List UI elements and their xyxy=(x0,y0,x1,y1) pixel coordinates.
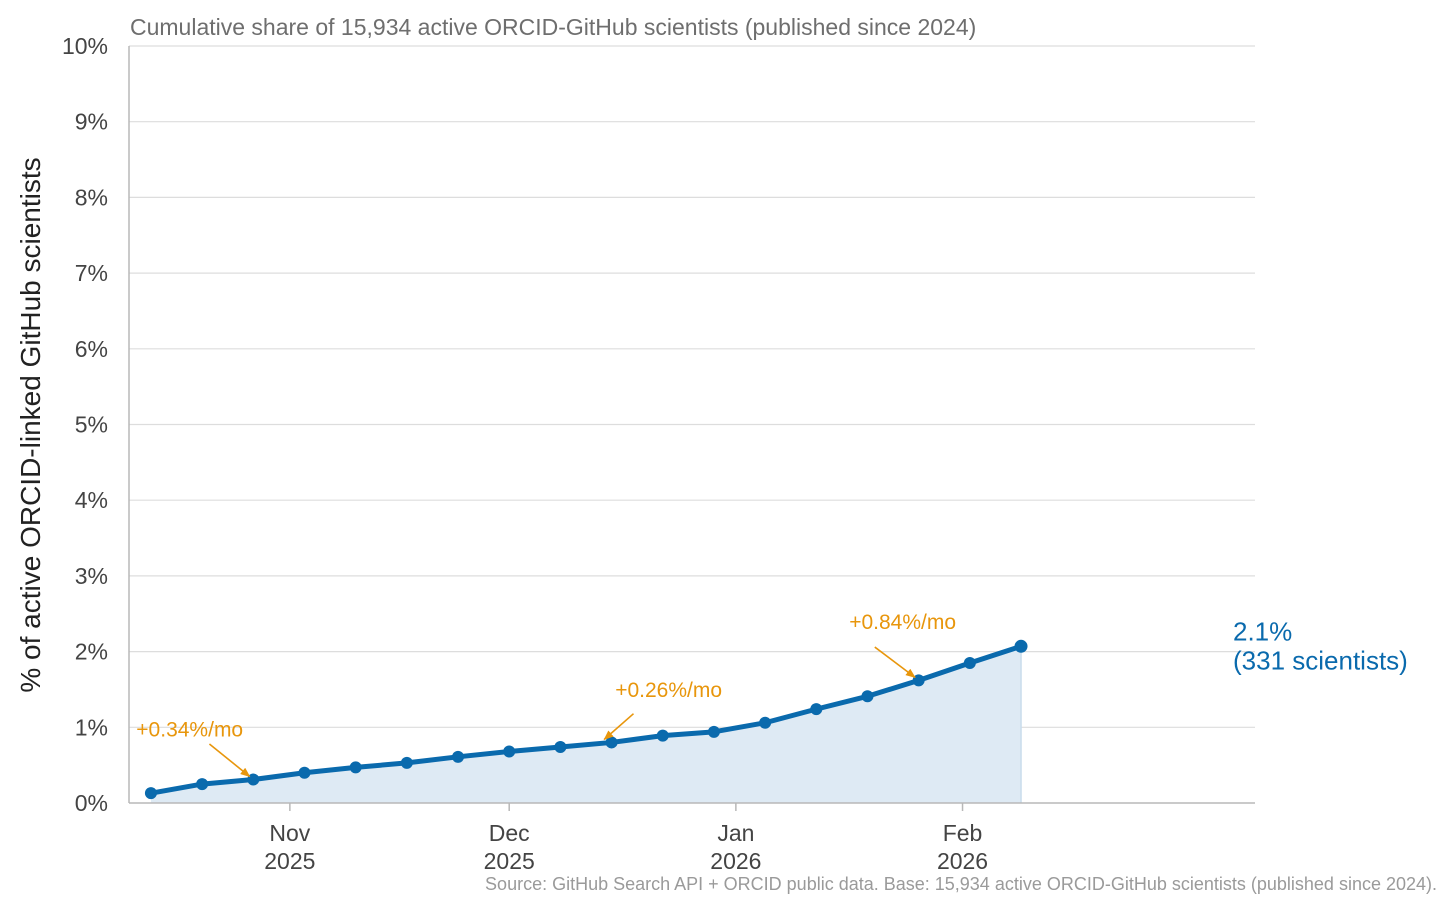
data-point-14 xyxy=(861,690,874,703)
y-tick-label-5: 5% xyxy=(75,412,108,438)
axes xyxy=(128,46,1255,804)
area-fill-group xyxy=(150,646,1022,803)
x-tick-label-month-2: Jan xyxy=(717,820,754,846)
y-tick-label-6: 6% xyxy=(75,336,108,362)
data-point-7 xyxy=(503,745,516,758)
y-tick-label-2: 2% xyxy=(75,639,108,665)
data-point-13 xyxy=(810,703,823,716)
y-tick-label-8: 8% xyxy=(75,184,108,210)
annotation-label-1: +0.26%/mo xyxy=(615,679,722,702)
data-point-0 xyxy=(144,787,157,800)
area-fill xyxy=(150,646,1022,803)
end-label: 2.1%(331 scientists) xyxy=(1233,616,1408,675)
y-tick-label-3: 3% xyxy=(75,563,108,589)
data-point-10 xyxy=(656,729,669,742)
y-tick-label-0: 0% xyxy=(75,790,108,816)
y-axis-ticks: 0% 1% 2% 3% 4% 5% 6% 7% 8% 9% 10% xyxy=(62,33,108,816)
end-label-value: 2.1% xyxy=(1233,616,1292,646)
gridlines xyxy=(129,45,1255,728)
y-tick-label-7: 7% xyxy=(75,260,108,286)
annotation-arrow-2 xyxy=(874,646,916,678)
x-tick-label-year-0: 2025 xyxy=(264,848,315,874)
x-tick-label-month-3: Feb xyxy=(943,820,983,846)
data-point-4 xyxy=(349,761,362,774)
annotations: +0.34%/mo +0.26%/mo +0.84%/mo xyxy=(136,611,956,778)
end-label-count: (331 scientists) xyxy=(1233,645,1408,675)
data-point-3 xyxy=(298,766,311,779)
chart-title: Cumulative share of 15,934 active ORCID-… xyxy=(130,14,976,40)
y-tick-label-4: 4% xyxy=(75,487,108,513)
data-point-5 xyxy=(400,756,413,769)
annotation-label-0: +0.34%/mo xyxy=(136,718,243,741)
series-line-group xyxy=(148,643,1024,796)
x-tick-label-year-3: 2026 xyxy=(937,848,988,874)
source-note: Source: GitHub Search API + ORCID public… xyxy=(485,874,1437,894)
data-point-17 xyxy=(1014,639,1028,653)
y-tick-label-1: 1% xyxy=(75,714,108,740)
x-tick-label-year-2: 2026 xyxy=(710,848,761,874)
y-tick-label-9: 9% xyxy=(75,109,108,135)
x-tick-label-year-1: 2025 xyxy=(484,848,535,874)
annotation-arrow-1 xyxy=(603,713,635,741)
data-point-16 xyxy=(963,656,976,669)
series-line xyxy=(148,643,1024,796)
annotation-label-2: +0.84%/mo xyxy=(849,611,956,634)
data-point-1 xyxy=(196,778,209,791)
data-points xyxy=(144,639,1028,800)
x-tick-label-month-1: Dec xyxy=(489,820,530,846)
data-point-12 xyxy=(759,716,772,729)
y-axis-label: % of active ORCID-linked GitHub scientis… xyxy=(15,157,46,692)
annotation-arrow-0 xyxy=(208,743,251,778)
data-point-6 xyxy=(452,750,465,763)
data-point-8 xyxy=(554,740,567,753)
y-tick-label-10: 10% xyxy=(62,33,108,59)
data-point-11 xyxy=(707,725,720,738)
data-point-9 xyxy=(605,736,618,749)
x-tick-label-month-0: Nov xyxy=(269,820,310,846)
